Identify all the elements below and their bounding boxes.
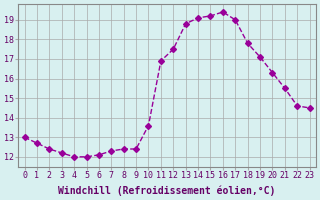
- X-axis label: Windchill (Refroidissement éolien,°C): Windchill (Refroidissement éolien,°C): [58, 185, 276, 196]
